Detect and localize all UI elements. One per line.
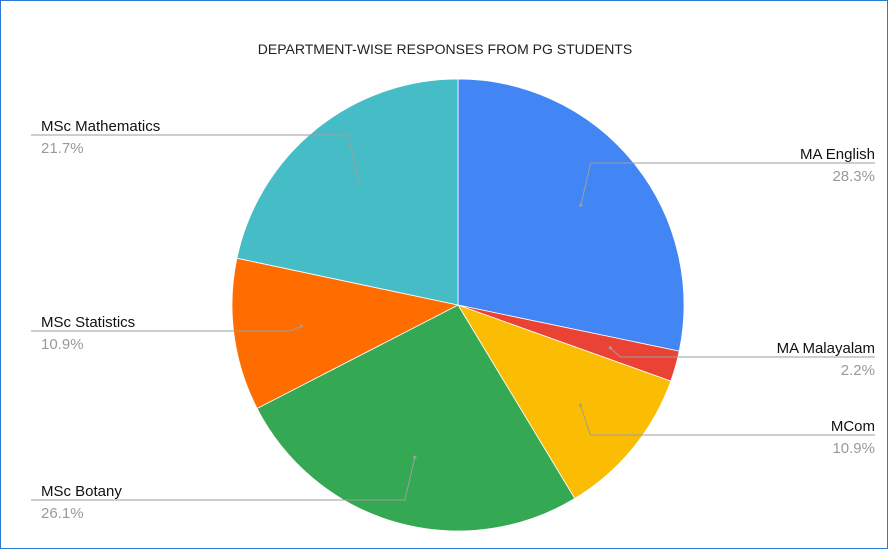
leader-dot-ma-malayalam [608,346,612,350]
slice-percent-msc-statistics: 10.9% [41,336,84,353]
leader-line-ma-english [580,162,875,206]
leader-dot-msc-mathematics [356,180,360,184]
slice-label-msc-mathematics: MSc Mathematics [41,118,160,135]
slice-percent-msc-mathematics: 21.7% [41,140,84,157]
pie-slice-msc-statistics[interactable] [231,257,460,409]
pie-slice-mcom[interactable] [457,304,672,500]
slice-labels: MA English 28.3% MA Malayalam 2.2% MCom 10.9%… [31,118,875,522]
slice-label-mcom: MCom [831,418,875,435]
leader-line-msc-statistics [31,325,302,332]
pie-slice-msc-botany[interactable] [256,304,576,532]
pie-slice-msc-mathematics[interactable] [236,78,459,306]
slice-percent-mcom: 10.9% [832,440,875,457]
leader-dot-ma-english [579,203,583,207]
slice-percent-ma-english: 28.3% [832,168,875,185]
slice-label-ma-english: MA English [800,146,875,163]
leader-line-mcom [579,405,875,436]
leader-line-ma-malayalam [609,347,875,358]
pie-slice-ma-english[interactable] [457,78,685,352]
leader-line-msc-botany [31,457,416,501]
leader-dot-msc-statistics [299,324,303,328]
slice-label-ma-malayalam: MA Malayalam [777,340,875,357]
slice-percent-ma-malayalam: 2.2% [841,362,875,379]
leader-dot-mcom [578,403,583,407]
leader-line-msc-mathematics [31,134,359,183]
pie-slices [231,78,685,532]
chart-title: DEPARTMENT-WISE RESPONSES FROM PG STUDEN… [258,41,632,57]
slice-label-msc-statistics: MSc Statistics [41,314,135,331]
slice-label-msc-botany: MSc Botany [41,483,122,500]
slice-percent-msc-botany: 26.1% [41,505,84,522]
leader-dot-msc-botany [413,455,417,459]
